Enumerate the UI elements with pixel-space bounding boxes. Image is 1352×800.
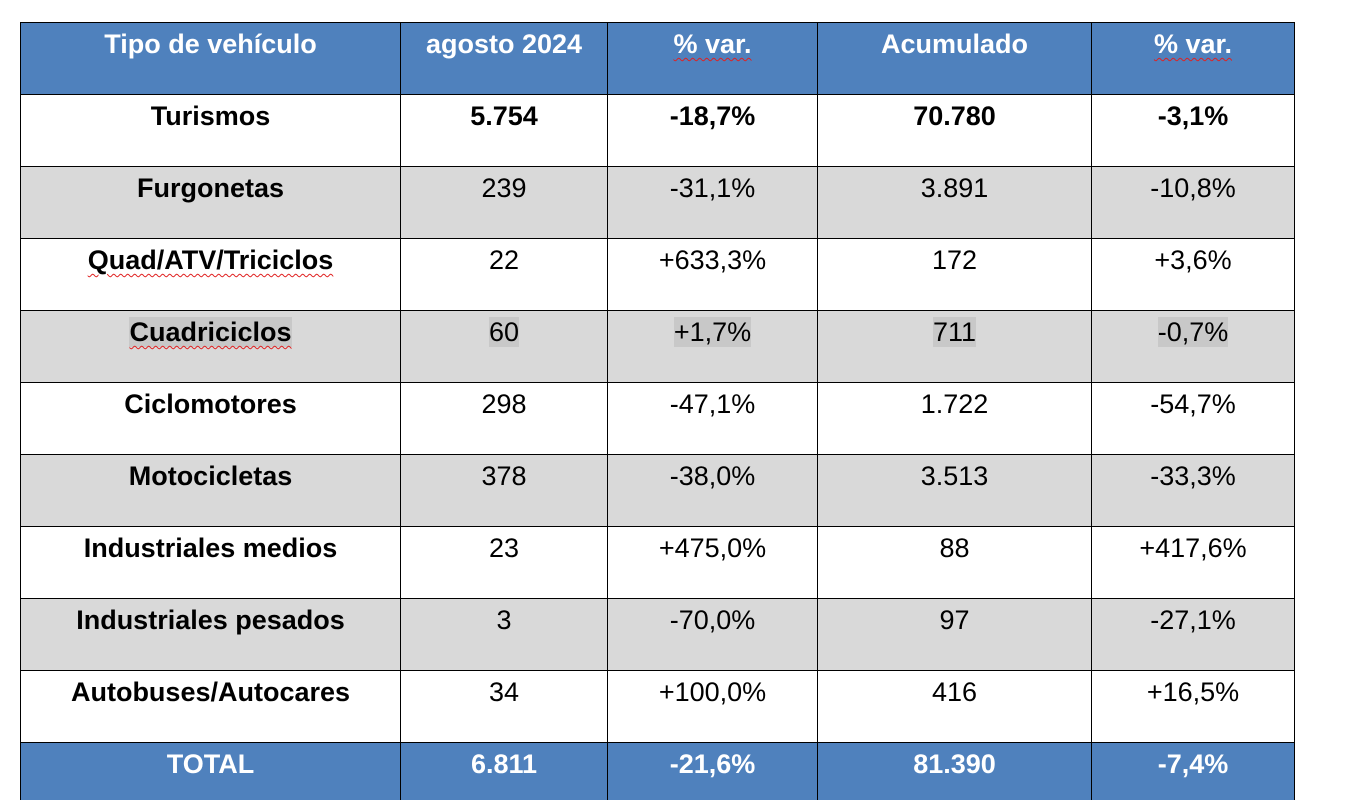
row-label: Turismos xyxy=(20,94,401,167)
table-row: Industriales medios 23 +475,0% 88 +417,6… xyxy=(20,526,1295,599)
table-row: Turismos 5.754 -18,7% 70.780 -3,1% xyxy=(20,94,1295,167)
row-label: Motocicletas xyxy=(20,454,401,527)
table-row: Furgonetas 239 -31,1% 3.891 -10,8% xyxy=(20,166,1295,239)
header-vehicle-type-label: Tipo de vehículo xyxy=(104,29,317,59)
month-variation: +475,0% xyxy=(607,526,818,599)
month-value: 34 xyxy=(400,670,608,743)
header-cumulative-label: Acumulado xyxy=(880,29,1028,59)
vehicle-registrations-table: Tipo de vehículo agosto 2024 % var. Acum… xyxy=(20,22,1295,800)
month-variation: +633,3% xyxy=(607,238,818,311)
cumulative-variation: -27,1% xyxy=(1091,598,1295,671)
month-value: 239 xyxy=(400,166,608,239)
cumulative-variation: -54,7% xyxy=(1091,382,1295,455)
cumulative-value-cell: 711 xyxy=(817,310,1092,383)
row-label: Furgonetas xyxy=(20,166,401,239)
table-row: Ciclomotores 298 -47,1% 1.722 -54,7% xyxy=(20,382,1295,455)
month-variation: -38,0% xyxy=(607,454,818,527)
cumulative-variation-cell: -0,7% xyxy=(1091,310,1295,383)
header-vehicle-type: Tipo de vehículo xyxy=(20,22,401,95)
month-value: 5.754 xyxy=(400,94,608,167)
month-value: 60 xyxy=(488,317,520,347)
header-cumulative-variation-label: % var. xyxy=(1153,29,1233,59)
month-variation: -31,1% xyxy=(607,166,818,239)
cumulative-variation: -10,8% xyxy=(1091,166,1295,239)
total-month-value: 6.811 xyxy=(400,742,608,800)
cumulative-variation: +16,5% xyxy=(1091,670,1295,743)
month-value: 298 xyxy=(400,382,608,455)
month-value: 378 xyxy=(400,454,608,527)
table-row: Cuadriciclos 60 +1,7% 711 -0,7% xyxy=(20,310,1295,383)
total-cumulative-value: 81.390 xyxy=(817,742,1092,800)
table-row: Quad/ATV/Triciclos 22 +633,3% 172 +3,6% xyxy=(20,238,1295,311)
month-variation: +1,7% xyxy=(673,317,752,347)
row-label: Industriales medios xyxy=(20,526,401,599)
cumulative-value: 416 xyxy=(817,670,1092,743)
row-label: Quad/ATV/Triciclos xyxy=(87,245,334,275)
header-month-variation-label: % var. xyxy=(673,29,752,59)
header-cumulative-variation: % var. xyxy=(1091,22,1295,95)
month-value: 3 xyxy=(400,598,608,671)
header-month-label: agosto 2024 xyxy=(425,29,583,59)
cumulative-value: 711 xyxy=(932,317,977,347)
cumulative-value: 3.513 xyxy=(817,454,1092,527)
cumulative-variation: -3,1% xyxy=(1091,94,1295,167)
month-variation-cell: +1,7% xyxy=(607,310,818,383)
cumulative-value: 172 xyxy=(817,238,1092,311)
row-label-cell: Quad/ATV/Triciclos xyxy=(20,238,401,311)
month-variation: -18,7% xyxy=(607,94,818,167)
month-value: 23 xyxy=(400,526,608,599)
cumulative-value: 1.722 xyxy=(817,382,1092,455)
table-row: Industriales pesados 3 -70,0% 97 -27,1% xyxy=(20,598,1295,671)
header-cumulative: Acumulado xyxy=(817,22,1092,95)
cumulative-variation: +3,6% xyxy=(1091,238,1295,311)
row-label-cell: Cuadriciclos xyxy=(20,310,401,383)
month-value: 22 xyxy=(400,238,608,311)
total-month-variation: -21,6% xyxy=(607,742,818,800)
cumulative-value: 88 xyxy=(817,526,1092,599)
cumulative-variation: -33,3% xyxy=(1091,454,1295,527)
table-row: Motocicletas 378 -38,0% 3.513 -33,3% xyxy=(20,454,1295,527)
total-label: TOTAL xyxy=(20,742,401,800)
month-variation: -47,1% xyxy=(607,382,818,455)
total-cumulative-variation: -7,4% xyxy=(1091,742,1295,800)
table-row: Autobuses/Autocares 34 +100,0% 416 +16,5… xyxy=(20,670,1295,743)
table-header-row: Tipo de vehículo agosto 2024 % var. Acum… xyxy=(20,22,1295,95)
cumulative-value: 70.780 xyxy=(817,94,1092,167)
cumulative-value: 3.891 xyxy=(817,166,1092,239)
cumulative-value: 97 xyxy=(817,598,1092,671)
cumulative-variation: -0,7% xyxy=(1157,317,1229,347)
cumulative-variation: +417,6% xyxy=(1091,526,1295,599)
header-month-variation: % var. xyxy=(607,22,818,95)
row-label: Cuadriciclos xyxy=(129,317,292,347)
row-label: Industriales pesados xyxy=(20,598,401,671)
month-variation: -70,0% xyxy=(607,598,818,671)
month-value-cell: 60 xyxy=(400,310,608,383)
month-variation: +100,0% xyxy=(607,670,818,743)
row-label: Ciclomotores xyxy=(20,382,401,455)
row-label: Autobuses/Autocares xyxy=(20,670,401,743)
total-row: TOTAL 6.811 -21,6% 81.390 -7,4% xyxy=(20,742,1295,800)
header-month: agosto 2024 xyxy=(400,22,608,95)
